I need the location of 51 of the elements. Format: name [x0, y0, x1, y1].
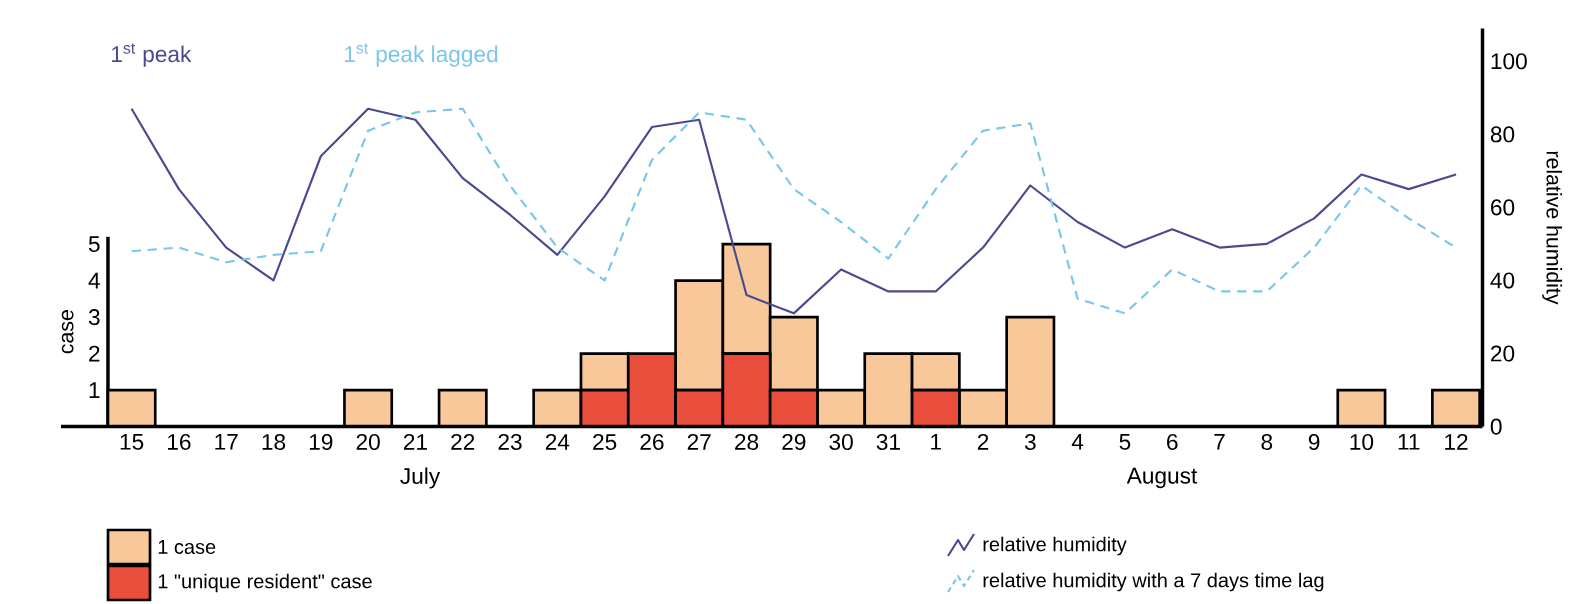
x-tick-label: 25	[593, 433, 617, 451]
x-tick-label: 22	[451, 433, 475, 450]
x-tick-label: 8	[1261, 433, 1273, 451]
x-tick-label: 12	[1445, 433, 1468, 450]
legend-label: relative humidity with a 7 days time lag	[983, 572, 1324, 592]
y-tick-label: 2	[89, 345, 100, 362]
text: July	[400, 467, 441, 489]
x-tick-label: 17	[215, 433, 238, 450]
x-tick-label: 20	[356, 433, 380, 451]
y2-tick-label: 0	[1490, 418, 1502, 435]
y2-tick-label: 100	[1491, 53, 1527, 70]
y-tick-label: 1	[89, 382, 100, 398]
y2-tick-label: 80	[1490, 126, 1515, 143]
y-tick-label: 5	[88, 236, 100, 253]
x-tick-label: 7	[1214, 433, 1225, 450]
line-series	[130, 107, 1458, 315]
x-tick-label: 16	[168, 433, 191, 451]
y-tick-label: 4	[88, 272, 100, 289]
x-tick-label: 18	[262, 433, 286, 451]
y2-axis-title: relative humidity	[1542, 151, 1563, 305]
x-tick-label: 24	[545, 433, 570, 450]
x-tick-label: 31	[876, 433, 900, 451]
x-tick-label: 21	[403, 433, 427, 450]
y2-tick-label: 40	[1490, 272, 1515, 289]
x-tick-label: 6	[1167, 433, 1178, 451]
text: 1$^{st}$ peak lagged	[345, 43, 498, 67]
y-tick-label: 3	[88, 309, 100, 326]
x-tick-label: 2	[977, 433, 989, 450]
x-tick-label: 3	[1024, 433, 1036, 451]
x-tick-label: 30	[829, 433, 853, 451]
x-tick-label: 10	[1350, 433, 1374, 451]
x-tick-label: 9	[1308, 433, 1320, 451]
legend-label: relative humidity	[983, 536, 1127, 556]
x-tick-label: 5	[1119, 433, 1131, 450]
x-tick-label: 15	[120, 433, 144, 450]
x-tick-label: 26	[640, 433, 664, 451]
x-tick-label: 4	[1071, 433, 1084, 450]
text: August	[1126, 467, 1198, 489]
x-tick-label: 27	[687, 433, 711, 450]
x-tick-label: 11	[1398, 433, 1420, 450]
x-tick-label: 28	[735, 433, 759, 451]
y2-tick-label: 20	[1491, 345, 1515, 362]
y-axis-title: case	[61, 310, 74, 354]
legend-label: 1 case	[158, 540, 216, 554]
x-tick-label: 1	[931, 433, 941, 450]
legend-label: 1 "unique resident" case	[158, 573, 372, 593]
text: 1$^{st}$ peak	[112, 43, 192, 67]
x-tick-label: 23	[498, 433, 522, 451]
x-tick-label: 19	[309, 433, 333, 451]
x-tick-label: 29	[782, 433, 806, 451]
y2-tick-label: 60	[1491, 199, 1515, 216]
